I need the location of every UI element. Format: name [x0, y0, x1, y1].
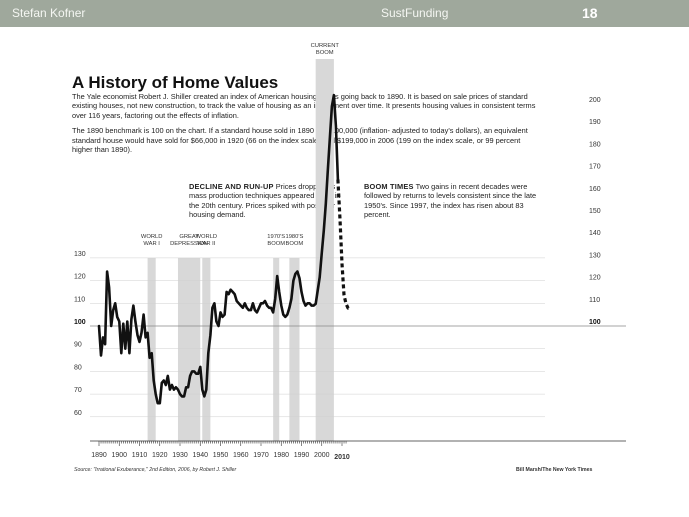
x-tick-label: 1990: [294, 452, 310, 459]
y-tick-label-left: 130: [74, 251, 86, 258]
x-tick-label: 2000: [314, 452, 330, 459]
annotation-boom-text: Two gains in recent decades were followe…: [364, 182, 537, 220]
header-title: SustFunding: [381, 6, 449, 20]
y-tick-label-left: 80: [74, 364, 82, 371]
price-index-line: [97, 93, 340, 405]
annotation-decline-text: Prices dropped as mass production techni…: [189, 182, 341, 220]
x-tick-label: 1890: [91, 452, 107, 459]
y-tick-label-left: 60: [74, 410, 82, 417]
y-tick-label-left: 90: [74, 342, 82, 349]
x-tick-label: 2010: [334, 454, 350, 461]
credit-line: Bill Marsh/The New York Times: [516, 467, 593, 473]
x-tick-label: 1930: [172, 452, 188, 459]
y-tick-label-right: 170: [589, 164, 601, 171]
event-band-4: [273, 258, 280, 441]
event-band-label: 1970'S: [267, 234, 285, 240]
x-tick-label: 1950: [213, 452, 229, 459]
event-band-label: WORLD: [196, 234, 218, 240]
event-band-2: [177, 258, 201, 441]
y-tick-label-left: 120: [74, 274, 86, 281]
y-tick-label-right: 160: [589, 186, 601, 193]
annotation-boom-heading: BOOM TIMES: [364, 182, 414, 191]
y-tick-label-right: 110: [589, 297, 600, 304]
figure-intro: The Yale economist Robert J. Shiller cre…: [72, 92, 542, 160]
event-band-5: [289, 258, 300, 441]
page-number: 18: [582, 5, 598, 21]
intro-paragraph-2: The 1890 benchmark is 100 on the chart. …: [72, 126, 528, 155]
event-band-label: 1980'S: [285, 234, 303, 240]
event-band-label: CURRENT: [311, 43, 340, 49]
y-tick-label-left: 70: [74, 387, 82, 394]
y-tick-label-right: 140: [589, 230, 601, 237]
event-band-label: GREAT: [179, 234, 199, 240]
x-tick-label: 1940: [192, 452, 208, 459]
author-name: Stefan Kofner: [12, 6, 86, 20]
annotation-decline: DECLINE AND RUN-UP Prices dropped as mas…: [189, 182, 349, 220]
source-note: Source: "Irrational Exuberance," 2nd Edi…: [74, 467, 237, 473]
y-tick-label-right: 120: [589, 275, 601, 282]
event-band-label: WORLD: [141, 234, 163, 240]
y-tick-label-right: 180: [589, 141, 601, 148]
x-tick-label: 1900: [111, 452, 127, 459]
intro-paragraph-1: The Yale economist Robert J. Shiller cre…: [72, 92, 536, 120]
event-band-label: DEPRESSION: [170, 241, 208, 247]
annotation-decline-heading: DECLINE AND RUN-UP: [189, 182, 274, 191]
annotation-boom: BOOM TIMES Two gains in recent decades w…: [364, 182, 549, 220]
x-tick-label: 1960: [233, 452, 249, 459]
y-tick-label-left: 110: [74, 296, 85, 303]
projection-line-dotted: [336, 179, 351, 310]
slide-header: Stefan Kofner SustFunding 18: [0, 0, 689, 27]
event-band-label: WAR II: [197, 241, 216, 247]
event-band-label: BOOM: [267, 241, 285, 247]
y-tick-label-right: 200: [589, 97, 601, 104]
y-tick-label-right: 130: [589, 252, 601, 259]
x-tick-label: 1910: [132, 452, 148, 459]
event-band-1: [147, 258, 156, 441]
y-tick-label-right: 100: [589, 319, 601, 326]
y-tick-label-right: 190: [589, 119, 601, 126]
event-band-label: BOOM: [286, 241, 304, 247]
x-tick-label: 1970: [253, 452, 269, 459]
event-band-label: WAR I: [143, 241, 160, 247]
event-band-3: [202, 258, 211, 441]
event-band-label: BOOM: [316, 50, 334, 56]
y-tick-label-right: 150: [589, 208, 601, 215]
x-tick-label: 1980: [273, 452, 289, 459]
figure-title: A History of Home Values: [72, 73, 279, 92]
x-tick-label: 1920: [152, 452, 168, 459]
y-tick-label-left: 100: [74, 319, 86, 326]
